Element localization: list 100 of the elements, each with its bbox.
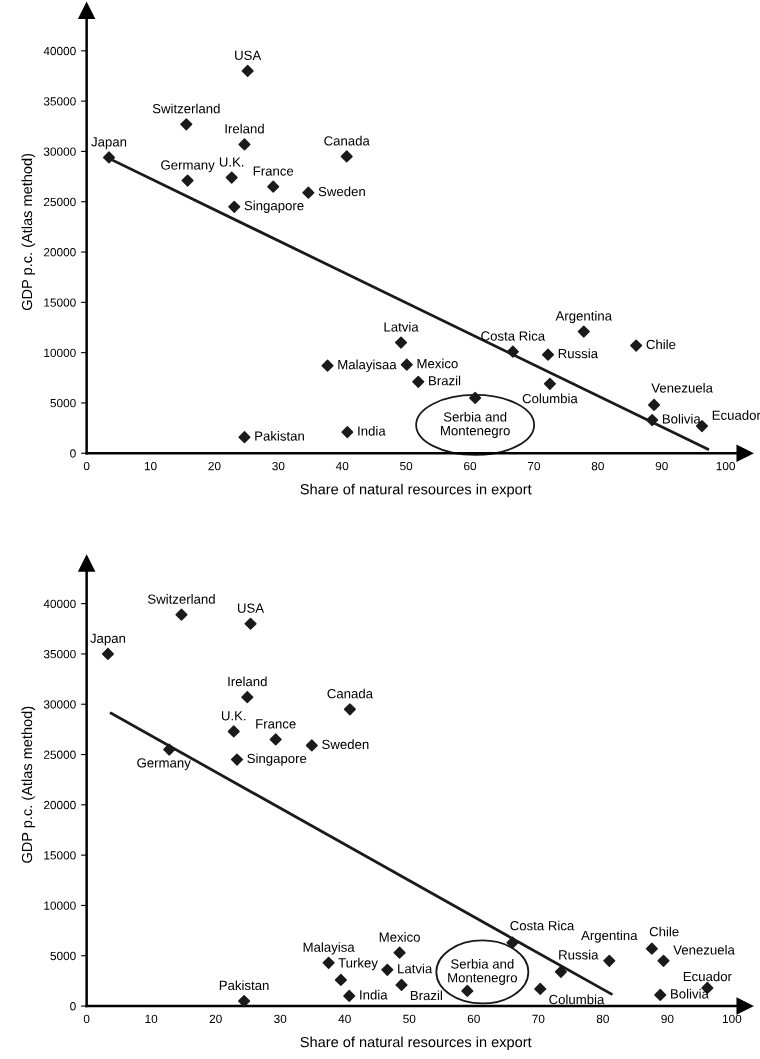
point [381, 963, 394, 976]
annotation: Switzerland [152, 103, 220, 114]
annotation: Pakistan [255, 431, 304, 441]
annotation: Brazil [410, 990, 442, 1001]
annotation: Argentina [555, 310, 613, 324]
x-tick-label: 40 [338, 1014, 351, 1024]
point [102, 151, 116, 164]
point [506, 345, 519, 358]
annotation: Argentina [581, 930, 638, 943]
point [645, 942, 658, 955]
annotation: Venezuela [651, 382, 713, 393]
annotation: Costa Rica [481, 331, 546, 341]
point [647, 398, 661, 412]
point [469, 391, 482, 404]
annotation: France [256, 719, 296, 729]
y-axis-title: GDP p.c. (Atlas method) [21, 153, 36, 311]
point [181, 174, 194, 187]
annotation: Sweden [322, 739, 369, 750]
point [163, 743, 176, 756]
y-tick-label: 10000 [44, 348, 76, 358]
x-tick-label: 90 [655, 461, 668, 471]
point [395, 978, 408, 991]
annotation: Russia [558, 348, 599, 359]
point [302, 186, 315, 199]
annotation: Singapore [247, 753, 307, 766]
point [394, 336, 408, 349]
annotation: France [253, 166, 294, 176]
x-tick-label: 70 [532, 1014, 545, 1024]
point [227, 725, 240, 738]
annotation: Sweden [318, 186, 365, 197]
x-tick-label: 50 [403, 1014, 416, 1024]
annotation: Columbia [549, 994, 605, 1005]
point [534, 982, 547, 996]
y-tick-label: 15000 [44, 298, 76, 307]
y-tick-label: 20000 [43, 248, 76, 257]
x-tick-label: 90 [661, 1014, 674, 1024]
point [554, 965, 567, 978]
point [341, 426, 354, 439]
y-tick-label: 35000 [43, 97, 76, 106]
point [241, 64, 254, 78]
y-tick-label: 5000 [50, 398, 76, 408]
x-tick-label: 60 [467, 1014, 480, 1024]
annotation: Latvia [398, 963, 433, 974]
point [541, 348, 555, 361]
annotation: U.K. [221, 711, 246, 721]
point [180, 118, 193, 131]
annotation: Chile [646, 339, 676, 350]
point [305, 739, 318, 752]
point [238, 138, 251, 151]
annotation: Malayisaa [338, 359, 397, 372]
y-axis-title: GDP p.c. (Atlas method) [21, 706, 36, 863]
x-axis-title: Share of natural resources in export [300, 1036, 532, 1051]
annotation: Japan [90, 633, 126, 646]
point [506, 936, 519, 949]
annotation: Malayisa [303, 942, 355, 955]
y-tick-label: 35000 [43, 649, 76, 659]
y-tick-label: 15000 [44, 851, 76, 860]
point [577, 325, 590, 338]
y-tick-label: 30000 [43, 700, 76, 709]
x-tick-label: 20 [209, 1014, 222, 1024]
point [340, 150, 353, 163]
annotation: Germany [161, 160, 215, 173]
point [334, 973, 347, 986]
annotation: Mexico [417, 358, 458, 369]
x-tick-label: 40 [335, 461, 349, 471]
point [267, 180, 280, 193]
annotation: USA [237, 603, 265, 613]
annotation: Latvia [384, 321, 419, 332]
annotation: Canada [324, 135, 370, 146]
annotation: Mexico [379, 932, 420, 942]
point [238, 994, 251, 1008]
x-tick-label: 50 [400, 461, 413, 471]
point [225, 171, 238, 184]
point [343, 703, 356, 716]
x-tick-label: 20 [208, 461, 221, 471]
annotation: Ecuador [683, 971, 732, 982]
point [230, 753, 244, 766]
x-tick-label: 30 [274, 1014, 287, 1024]
point [343, 989, 356, 1003]
x-axis-title: Share of natural resources in export [300, 483, 532, 498]
point [393, 946, 406, 959]
x-tick-label: 80 [596, 1014, 609, 1024]
annotation: Ireland [225, 123, 264, 134]
x-tick-label: 10 [144, 461, 157, 471]
x-tick-label: 10 [145, 1014, 158, 1024]
point [646, 413, 659, 427]
annotation: Russia [559, 949, 599, 960]
annotation: Bolivia [662, 413, 701, 424]
annotation: India [358, 425, 386, 436]
point [603, 954, 616, 967]
annotation: Germany [137, 758, 191, 771]
point [175, 608, 188, 621]
point [654, 988, 667, 1002]
y-tick-label: 40000 [43, 599, 76, 609]
x-tick-label: 0 [83, 1014, 90, 1024]
x-tick-label: 0 [83, 461, 90, 471]
point [400, 358, 413, 371]
point [461, 984, 474, 998]
annotation: Singapore [244, 200, 304, 213]
point [101, 647, 115, 661]
